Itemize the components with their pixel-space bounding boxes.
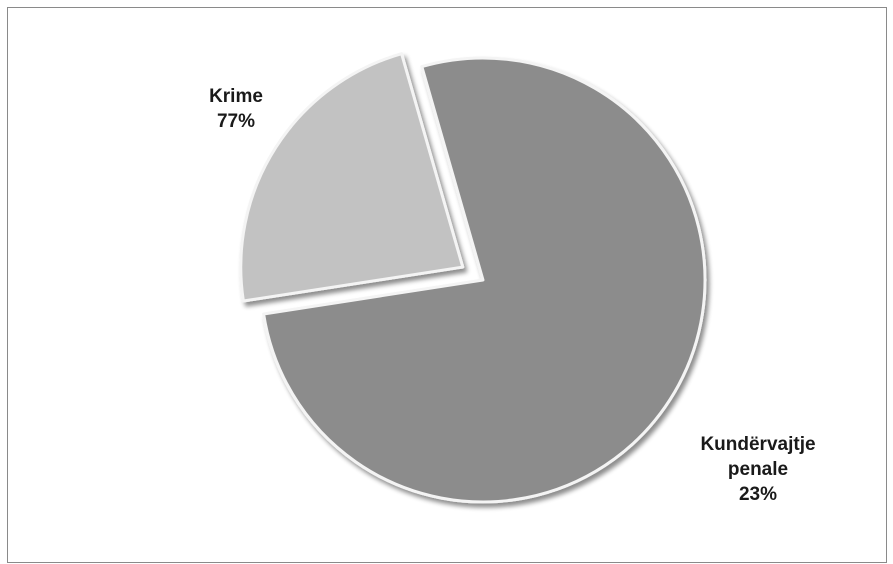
pie-labels: Krime 77% Kundërvajtje penale 23% (209, 86, 815, 505)
chart-frame: Krime 77% Kundërvajtje penale 23% (7, 7, 887, 563)
pie-chart: Krime 77% Kundërvajtje penale 23% (209, 52, 816, 505)
slice-label-0: Krime 77% (209, 86, 263, 132)
pie-slice-kund-rvajtje-penale (239, 52, 465, 303)
slice-label-line: 77% (217, 111, 255, 132)
slice-label-line: 23% (739, 484, 777, 505)
slice-label-line: penale (728, 459, 788, 480)
slice-label-line: Kundërvajtje (700, 434, 815, 455)
slice-label-1: Kundërvajtje penale 23% (700, 434, 815, 505)
pie-slice-krime (262, 56, 707, 504)
slice-label-line: Krime (209, 86, 263, 107)
pie-slices (239, 52, 707, 504)
